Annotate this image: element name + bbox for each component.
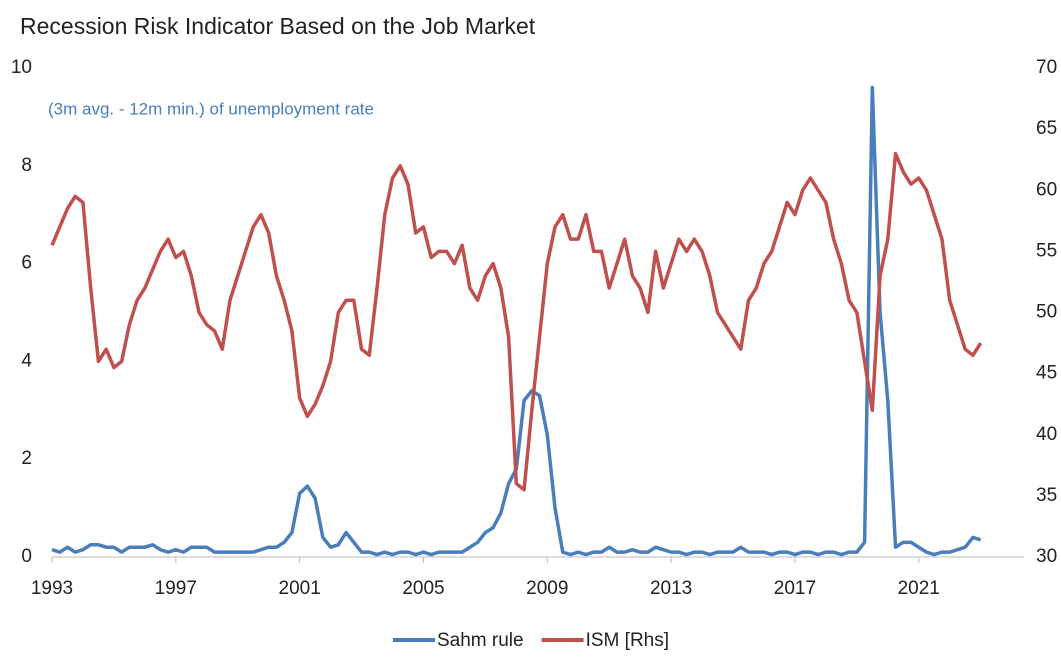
legend-label: ISM [Rhs] bbox=[586, 630, 669, 651]
x-tick-label: 2021 bbox=[898, 578, 940, 599]
y-tick-label: 10 bbox=[11, 57, 32, 78]
x-tick-label: 2013 bbox=[650, 578, 692, 599]
annotation: (3m avg. - 12m min.) of unemployment rat… bbox=[48, 99, 374, 118]
y-tick-label: 6 bbox=[21, 253, 32, 274]
x-tick-label: 2009 bbox=[526, 578, 568, 599]
y2-tick-label: 55 bbox=[1036, 240, 1057, 261]
x-tick-label: 1993 bbox=[31, 578, 73, 599]
x-tick-label: 2005 bbox=[402, 578, 444, 599]
y2-tick-label: 70 bbox=[1036, 57, 1057, 78]
y2-tick-label: 35 bbox=[1036, 485, 1057, 506]
legend-label: Sahm rule bbox=[437, 630, 524, 651]
y-tick-label: 0 bbox=[21, 546, 32, 567]
x-tick-label: 1997 bbox=[155, 578, 197, 599]
y-tick-label: 2 bbox=[21, 448, 32, 469]
y2-tick-label: 45 bbox=[1036, 363, 1057, 384]
y-tick-label: 4 bbox=[21, 350, 32, 371]
y2-tick-label: 50 bbox=[1036, 302, 1057, 323]
y2-tick-label: 60 bbox=[1036, 179, 1057, 200]
y-tick-label: 8 bbox=[21, 155, 32, 176]
y2-tick-label: 40 bbox=[1036, 424, 1057, 445]
x-tick-label: 2017 bbox=[774, 578, 816, 599]
y2-tick-label: 65 bbox=[1036, 118, 1057, 139]
series-line bbox=[50, 151, 983, 492]
y2-tick-label: 30 bbox=[1036, 546, 1057, 567]
chart-title: Recession Risk Indicator Based on the Jo… bbox=[20, 13, 536, 39]
x-tick-label: 2001 bbox=[279, 578, 321, 599]
